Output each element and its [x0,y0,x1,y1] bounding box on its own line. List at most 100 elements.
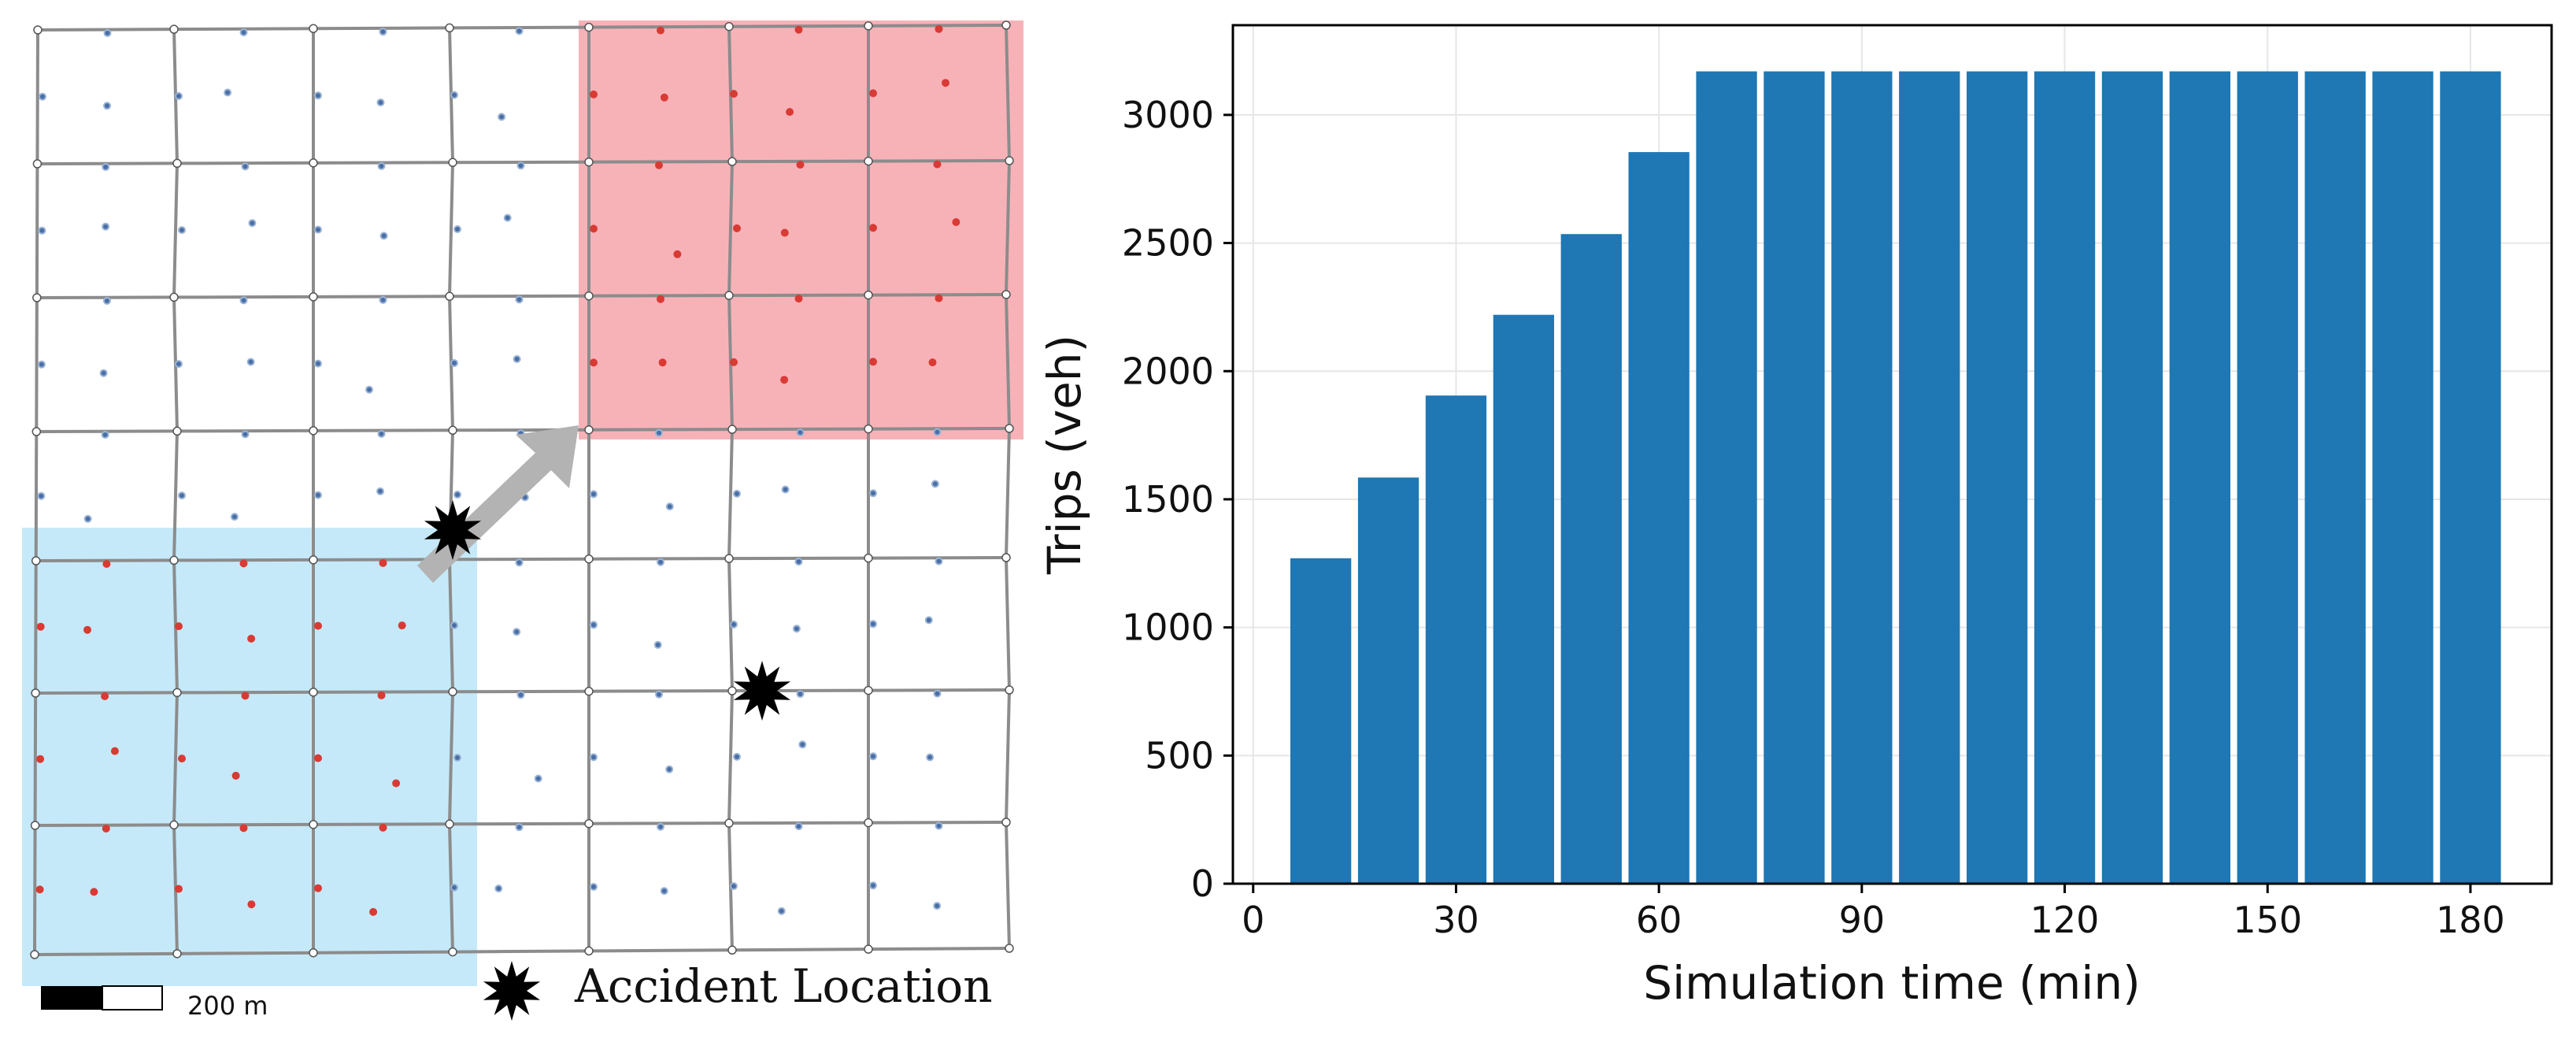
bar-90-min [1831,71,1893,884]
zone-marker [786,108,794,117]
zone-marker [933,902,942,910]
zone-marker [247,634,256,643]
bar-60-min [1628,152,1690,884]
zone-marker [102,163,110,171]
zone-marker [780,376,789,384]
intersection-node [1005,424,1014,433]
zone-marker [933,689,942,698]
zone-marker [733,752,741,761]
zone-marker [928,358,937,367]
zone-marker [102,297,111,305]
zone-marker [453,491,461,499]
zone-marker [730,358,738,366]
zone-marker [935,24,943,33]
accident-markers [424,500,791,721]
zone-marker [239,296,248,305]
map-regions [22,20,1023,986]
intersection-node [169,292,179,302]
zone-marker [102,825,110,832]
zone-marker [935,557,943,565]
y-tick-label: 500 [1145,734,1214,777]
zone-marker [241,692,250,700]
zone-marker [247,900,256,909]
intersection-node [31,688,40,698]
zone-marker [99,369,108,377]
zone-marker [796,690,805,699]
zone-marker [314,91,322,100]
zone-marker [733,489,741,498]
intersection-node [172,688,182,698]
zone-marker [515,558,524,567]
zone-marker [655,161,663,169]
accident-icon [733,661,791,721]
zone-marker [39,92,46,101]
intersection-node [864,685,873,695]
zone-marker [379,28,387,36]
zone-marker [241,162,250,171]
zone-marker [590,753,598,762]
plot-frame [1231,24,2553,885]
intersection-node [584,22,594,32]
zone-marker [673,250,682,258]
zone-marker [102,560,111,568]
zone-marker [398,621,406,630]
intersection-node [727,425,737,434]
intersection-node [724,21,734,32]
zone-marker [869,489,877,498]
zone-marker [503,213,512,222]
y-axis-ticks: 0 500 1000 1500 2000 2500 3000 [1122,94,1233,905]
bar-100-min [1899,71,1960,884]
intersection-node [309,555,318,565]
road-vertical [172,29,180,954]
intersection-node [1005,685,1014,695]
zone-marker [38,226,46,235]
y-tick-label: 2500 [1122,222,1214,265]
zone-marker [653,640,662,649]
zone-marker [777,907,786,915]
road-vertical [33,29,39,955]
bar-120-min [2034,71,2096,884]
intersection-node [584,291,594,301]
zone-marker [665,765,674,773]
intersection-node [30,821,40,830]
bar-50-min [1560,234,1622,884]
intersection-node [864,818,873,828]
zone-marker [665,502,674,511]
road-vertical [447,28,455,952]
zone-marker [453,754,461,762]
intersection-node [584,686,594,696]
zone-marker [37,360,46,369]
zone-marker [376,98,385,107]
x-tick-label: 0 [1242,899,1264,941]
bar-30-min [1425,395,1487,884]
intersection-node [309,292,318,302]
intersection-node [864,156,873,166]
zone-marker [658,358,667,367]
intersection-node [584,946,594,956]
zone-marker [178,755,186,763]
intersection-node [172,158,182,169]
zone-marker [224,88,232,97]
zone-marker [248,219,257,228]
zone-marker [314,884,322,892]
y-tick-label: 1500 [1122,478,1214,521]
intersection-node [864,424,873,434]
zone-marker [869,752,877,761]
zone-marker [657,26,664,35]
road-vertical [1004,24,1012,949]
zone-marker [239,824,248,832]
zone-marker [246,358,255,366]
zone-marker [924,616,933,625]
zone-marker [494,884,503,893]
zone-marker [392,779,401,788]
zone-marker [869,620,877,629]
bar-160-min [2304,71,2366,884]
accident-legend-icon [483,961,541,1021]
intersection-node [584,554,594,564]
zone-marker [379,232,388,240]
zone-marker [175,884,183,893]
zone-marker [657,822,664,831]
intersection-node [309,947,318,958]
bar-180-min [2440,71,2501,884]
bar-10-min [1290,558,1352,884]
